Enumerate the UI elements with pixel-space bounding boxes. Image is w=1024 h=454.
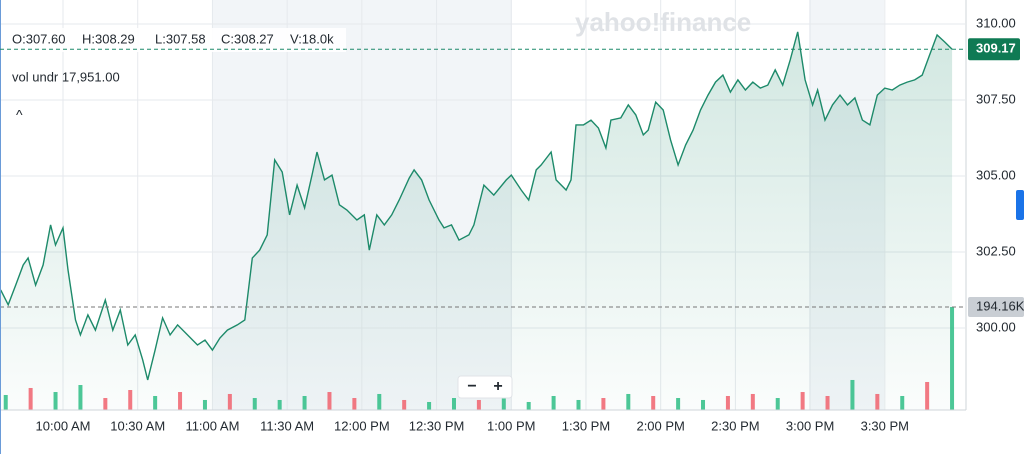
volume-bar	[53, 392, 58, 410]
volume-bar	[352, 398, 357, 410]
zoom-in[interactable]: +	[493, 378, 502, 395]
volume-label: 194.16K	[976, 298, 1024, 313]
volume-bar	[676, 398, 681, 410]
x-tick-label: 10:30 AM	[110, 418, 165, 433]
x-tick-label: 2:30 PM	[711, 418, 759, 433]
x-tick-label: 11:00 AM	[185, 418, 239, 433]
y-tick-label: 302.50	[976, 243, 1016, 258]
volume-bar	[302, 395, 307, 410]
volume-bar	[501, 398, 506, 410]
x-tick-label: 1:30 PM	[562, 418, 610, 433]
volume-bar	[601, 398, 606, 410]
volume-bar	[178, 392, 183, 410]
volume-tag	[968, 297, 1024, 318]
watermark: yahoo!finance	[575, 7, 751, 37]
x-tick-label: 12:30 PM	[409, 418, 465, 433]
x-tick-label: 11:30 AM	[260, 418, 314, 433]
volume-bar	[775, 398, 780, 410]
volume-bar	[800, 392, 805, 410]
volume-bar	[451, 398, 456, 410]
y-tick-label: 305.00	[976, 167, 1016, 182]
volume-bar	[750, 393, 755, 410]
volume-note: vol undr 17,951.00	[12, 69, 120, 84]
volume-bar	[3, 394, 8, 410]
volume-bar	[576, 399, 581, 410]
volume-bar	[825, 395, 830, 410]
x-tick-label: 10:00 AM	[36, 418, 91, 433]
volume-bar	[202, 399, 207, 410]
volume-bar	[651, 395, 656, 410]
volume-bar	[402, 399, 407, 410]
volume-bar	[128, 390, 133, 410]
volume-bar	[476, 399, 481, 410]
volume-bar	[427, 401, 432, 410]
last-price-label: 309.17	[976, 41, 1016, 56]
volume-bar	[900, 395, 905, 410]
volume-bar	[153, 395, 158, 410]
volume-bar	[925, 381, 930, 410]
volume-bar	[377, 393, 382, 410]
last-price-tag	[968, 38, 1020, 61]
volume-bar	[950, 307, 955, 410]
y-tick-label: 310.00	[976, 15, 1016, 30]
collapse-icon[interactable]: ^	[16, 107, 23, 123]
x-tick-label: 3:00 PM	[786, 418, 834, 433]
y-tick-label: 300.00	[976, 319, 1016, 334]
ohlc-value: C:308.27	[221, 31, 274, 46]
side-tab[interactable]	[1016, 190, 1024, 220]
ohlc-value: O:307.60	[12, 31, 66, 46]
ohlc-value: V:18.0k	[290, 31, 334, 46]
volume-bar	[78, 385, 83, 410]
zoom-box	[457, 375, 513, 399]
zoom-out[interactable]: −	[467, 378, 476, 395]
y-tick-label: 307.50	[976, 91, 1016, 106]
volume-bar	[701, 399, 706, 410]
volume-bar	[227, 393, 232, 410]
volume-bar	[875, 393, 880, 410]
volume-bar	[551, 395, 556, 410]
volume-bar	[526, 401, 531, 410]
volume-bar	[28, 387, 33, 410]
x-tick-label: 1:00 PM	[487, 418, 535, 433]
volume-bar	[850, 379, 855, 410]
x-tick-label: 2:00 PM	[636, 418, 684, 433]
price-line	[0, 31, 953, 381]
volume-bar	[277, 399, 282, 410]
volume-bar	[725, 395, 730, 410]
volume-bar	[327, 392, 332, 410]
volume-bar	[103, 398, 108, 410]
ohlc-box	[6, 28, 346, 52]
ohlc-value: L:307.58	[155, 31, 206, 46]
x-tick-label: 12:00 PM	[334, 418, 390, 433]
x-tick-label: 3:30 PM	[861, 418, 909, 433]
volume-bar	[252, 398, 257, 410]
price-area	[0, 31, 953, 411]
ohlc-value: H:308.29	[82, 31, 135, 46]
volume-bar	[626, 393, 631, 410]
